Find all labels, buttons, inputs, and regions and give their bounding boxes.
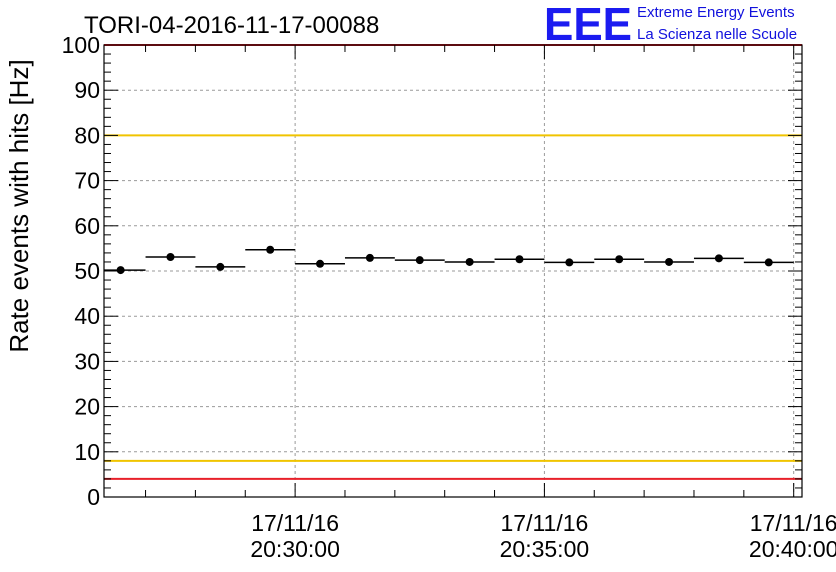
logo-eee-text: EEE <box>544 0 632 50</box>
chart-title: TORI-04-2016-11-17-00088 <box>84 12 379 39</box>
x-tick-label-date: 17/11/16 <box>251 510 339 536</box>
y-tick-label: 0 <box>87 484 100 510</box>
y-axis-ticks: 0 10 20 30 40 50 60 70 80 90 100 <box>62 32 802 510</box>
eee-logo: EEE Extreme Energy Events La Scienza nel… <box>544 0 797 50</box>
y-tick-label: 100 <box>62 32 100 58</box>
x-tick-label-time: 20:30:00 <box>250 536 340 562</box>
y-tick-label: 50 <box>74 258 100 284</box>
x-tick-label-time: 20:35:00 <box>500 536 590 562</box>
data-point <box>565 258 574 267</box>
data-point <box>615 255 624 264</box>
x-axis-ticks: 17/11/1620:30:0017/11/1620:35:0017/11/16… <box>145 45 836 562</box>
data-point <box>415 256 424 265</box>
y-tick-label: 80 <box>74 122 100 148</box>
data-point <box>365 253 374 262</box>
grid-lines <box>104 45 802 497</box>
y-tick-label: 40 <box>74 303 100 329</box>
data-points <box>104 245 794 275</box>
data-point <box>665 257 674 266</box>
x-tick-label-date: 17/11/16 <box>500 510 588 536</box>
data-point <box>116 266 125 275</box>
x-tick-label-time: 20:40:00 <box>749 536 836 562</box>
y-tick-label: 60 <box>74 213 100 239</box>
y-axis-label: Rate events with hits [Hz] <box>4 59 34 352</box>
data-point <box>216 262 225 271</box>
logo-line-1: Extreme Energy Events <box>637 4 795 21</box>
y-tick-label: 70 <box>74 168 100 194</box>
data-point <box>266 245 275 254</box>
logo-line-2: La Scienza nelle Scuole <box>637 26 797 43</box>
data-point <box>166 252 175 261</box>
data-point <box>515 255 524 264</box>
data-point <box>316 259 325 268</box>
y-tick-label: 30 <box>74 348 100 374</box>
data-point <box>714 254 723 263</box>
data-point <box>465 257 474 266</box>
data-point <box>764 258 773 267</box>
x-tick-label-date: 17/11/16 <box>750 510 836 536</box>
y-tick-label: 10 <box>74 439 100 465</box>
y-tick-label: 90 <box>74 77 100 103</box>
y-tick-label: 20 <box>74 394 100 420</box>
